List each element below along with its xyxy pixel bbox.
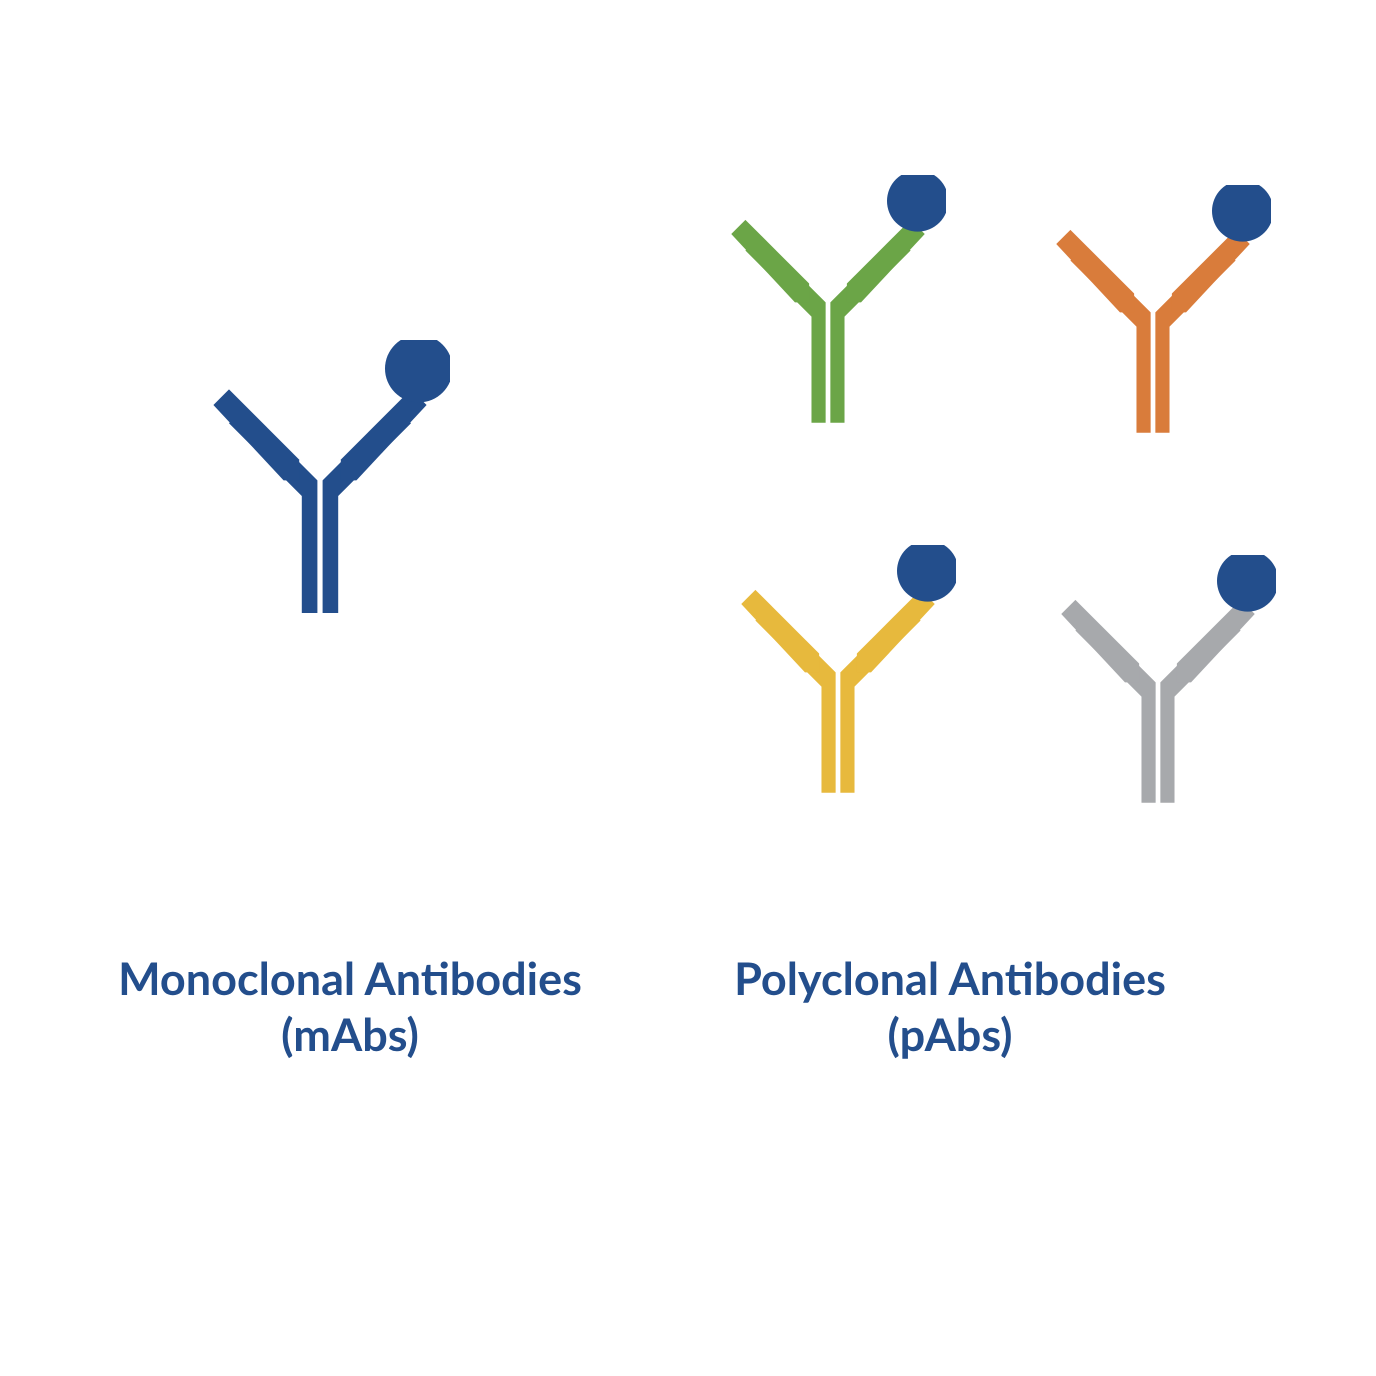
diagram-canvas: Monoclonal Antibodies (mAbs) Polyclonal … [0,0,1376,1376]
monoclonal-label: Monoclonal Antibodies (mAbs) [70,950,630,1063]
antibody-polyclonal-2 [720,545,956,805]
monoclonal-label-line1: Monoclonal Antibodies [118,951,582,1005]
antibody-polyclonal-0 [710,175,946,435]
monoclonal-label-line2: (mAbs) [281,1007,419,1061]
antibody-monoclonal-0 [190,340,450,626]
antibody-polyclonal-1 [1035,185,1271,445]
polyclonal-label: Polyclonal Antibodies (pAbs) [670,950,1230,1063]
antibody-polyclonal-3 [1040,555,1276,815]
polyclonal-label-line2: (pAbs) [888,1007,1013,1061]
polyclonal-label-line1: Polyclonal Antibodies [734,951,1166,1005]
